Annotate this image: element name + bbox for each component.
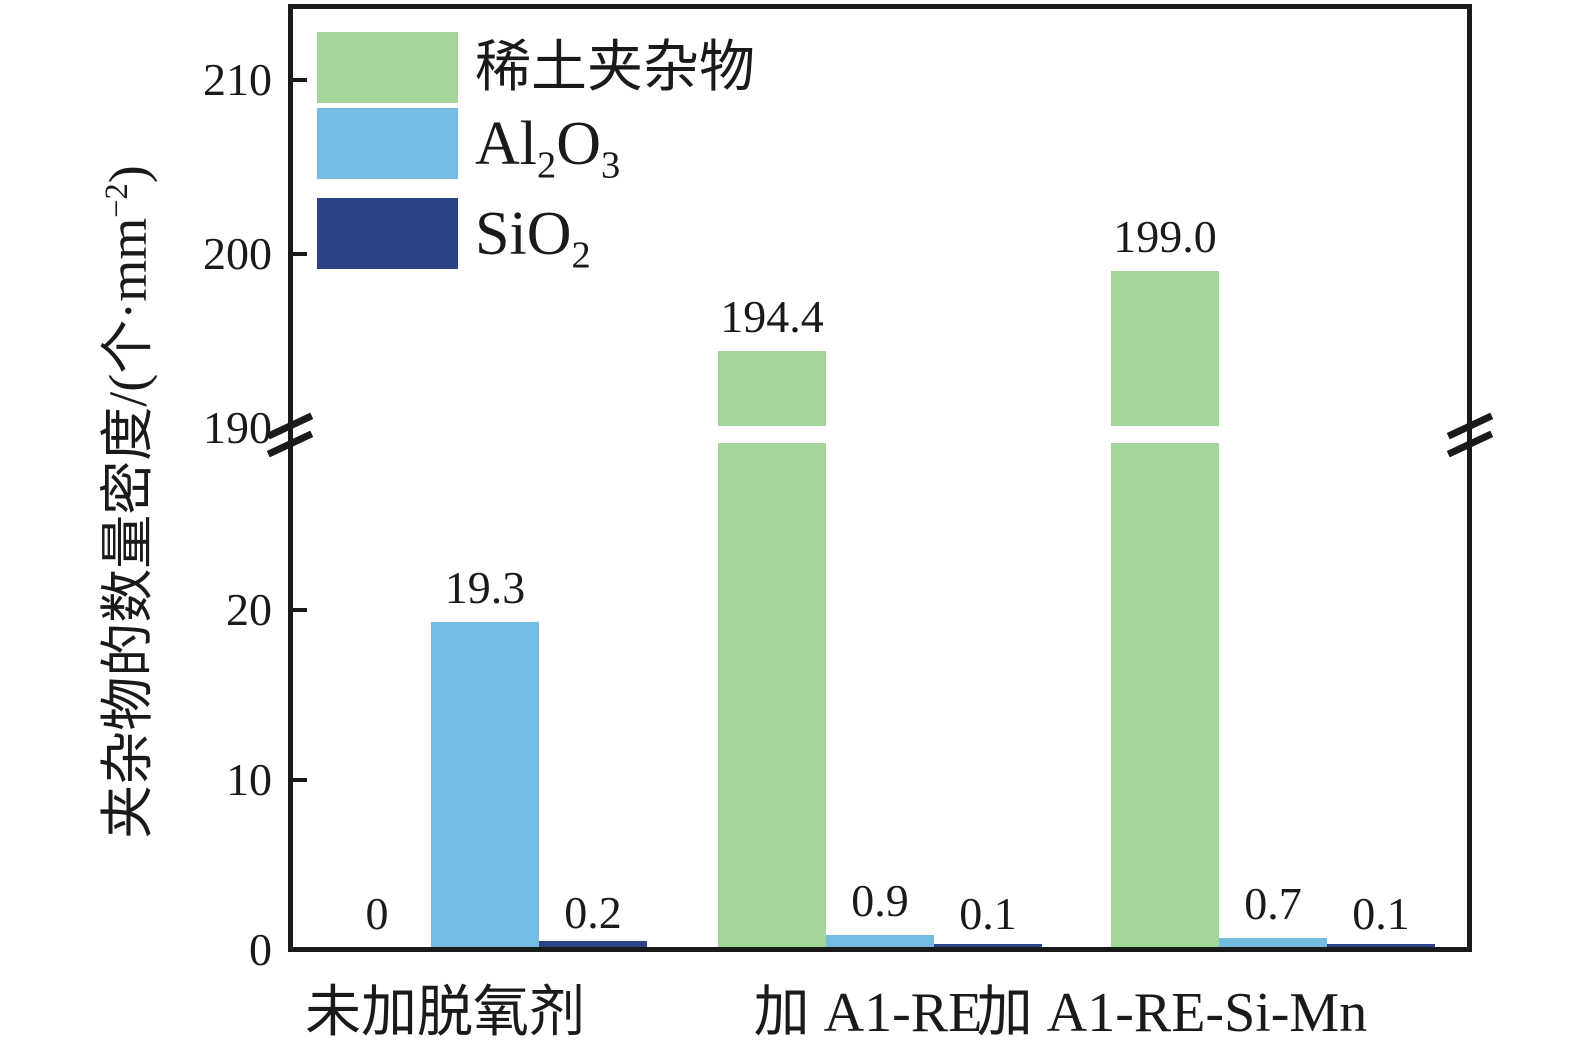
subscript: 3	[601, 144, 621, 187]
bar-segment-upper	[718, 351, 826, 426]
y-tick-mark	[293, 78, 307, 82]
bar-segment-lower	[718, 443, 826, 947]
y-tick-label: 20	[226, 584, 272, 635]
value-label: 19.3	[444, 561, 526, 613]
bar-segment-lower	[1111, 443, 1219, 947]
y-tick-mark	[293, 252, 307, 256]
text-segment: 夹杂物的数量密度/(个·mm	[98, 217, 158, 839]
legend-label: 稀土夹杂物	[475, 37, 755, 99]
value-label: 0.2	[564, 886, 622, 938]
value-label: 0.9	[851, 874, 909, 926]
bar	[1327, 944, 1435, 947]
y-tick-label: 210	[203, 54, 272, 105]
legend-label: SiO2	[475, 200, 591, 275]
text-segment: )	[98, 165, 158, 184]
y-tick-label: 0	[249, 924, 272, 975]
bar	[826, 934, 934, 947]
y-tick-label: 200	[203, 228, 272, 279]
y-tick-mark	[293, 608, 307, 612]
y-axis-title: 夹杂物的数量密度/(个·mm−2)	[98, 165, 158, 839]
value-label: 199.0	[1113, 211, 1217, 263]
value-label: 194.4	[720, 291, 824, 343]
bar	[539, 941, 647, 947]
value-label: 0.1	[959, 888, 1017, 939]
text-segment: O	[556, 110, 601, 178]
bar	[431, 621, 539, 947]
superscript: −2	[99, 183, 135, 218]
category-label: 加 A1-RE	[753, 982, 983, 1044]
category-label: 未加脱氧剂	[305, 982, 585, 1044]
subscript: 2	[537, 144, 557, 187]
text-segment: 稀土夹杂物	[475, 37, 755, 99]
bar-segment-upper	[1111, 271, 1219, 426]
value-label: 0.7	[1244, 878, 1302, 930]
value-label: 0.1	[1352, 888, 1410, 939]
text-segment: Al	[475, 110, 537, 178]
subscript: 2	[571, 234, 591, 277]
legend-swatch	[317, 198, 458, 269]
legend-swatch	[317, 108, 458, 179]
bar	[1219, 938, 1327, 947]
y-tick-mark	[293, 778, 307, 782]
y-tick-label: 10	[226, 754, 272, 805]
legend-label: Al2O3	[475, 110, 620, 185]
value-label: 0	[365, 888, 389, 939]
legend-swatch	[317, 32, 458, 103]
text-segment: SiO	[475, 200, 572, 268]
y-tick-label: 190	[203, 402, 272, 453]
bar	[934, 944, 1042, 947]
category-label: 加 A1-RE-Si-Mn	[976, 982, 1368, 1044]
